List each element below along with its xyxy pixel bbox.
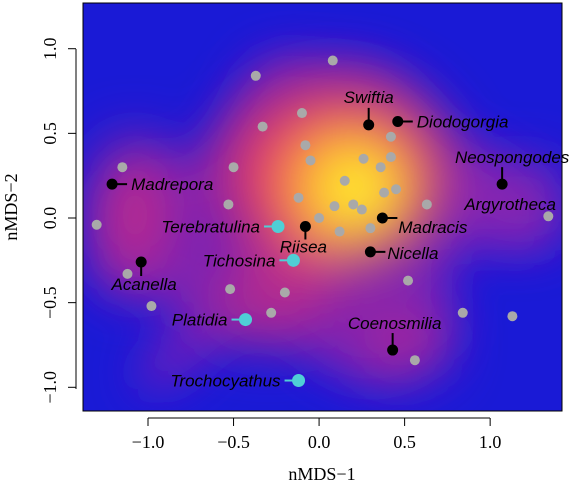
data-point [250, 70, 261, 81]
data-point [391, 184, 402, 195]
data-point [327, 55, 338, 66]
data-point [305, 155, 316, 166]
data-point [507, 311, 518, 322]
data-point-trochocyathus [292, 374, 306, 388]
data-point [314, 213, 325, 224]
label-acanella: Acanella [111, 275, 177, 294]
data-point-riisea [299, 220, 311, 232]
label-tichosina: Tichosina [203, 251, 276, 270]
density-blob-coenosmilia [358, 308, 442, 372]
data-point [293, 192, 304, 203]
x-axis-title: nMDS−1 [288, 464, 355, 484]
data-point [296, 108, 307, 119]
data-point [300, 140, 311, 151]
data-point [409, 355, 420, 366]
data-point [91, 219, 102, 230]
data-point [223, 199, 234, 210]
label-platidia: Platidia [172, 311, 228, 330]
data-point [348, 199, 359, 210]
x-tick-label: 0.5 [393, 432, 416, 452]
x-tick-label: −1.0 [132, 432, 165, 452]
y-axis: −1.0 −0.5 0.0 0.5 1.0 [40, 37, 77, 404]
data-point [146, 301, 157, 312]
data-point [379, 187, 390, 198]
data-point [266, 307, 277, 318]
label-nicella: Nicella [387, 244, 438, 263]
data-point [421, 199, 432, 210]
data-point-acanella [135, 256, 147, 268]
data-point [385, 152, 396, 163]
data-point-swiftia [363, 119, 375, 131]
points-layer [91, 55, 554, 388]
data-point-platidia [239, 313, 253, 327]
data-point [375, 162, 386, 173]
data-point [257, 121, 268, 132]
label-argyrotheca: Argyrotheca [463, 195, 556, 214]
label-madracis: Madracis [398, 218, 467, 237]
plot-frame [82, 2, 563, 412]
label-madrepora: Madrepora [131, 175, 213, 194]
y-tick-label: 0.5 [40, 122, 60, 145]
data-point-neospongodes [496, 178, 508, 190]
data-point-diodogorgia [392, 116, 404, 128]
x-axis: −1.0 −0.5 0.0 0.5 1.0 [132, 417, 502, 452]
data-point-nicella [364, 246, 376, 258]
data-point [403, 275, 414, 286]
label-neospongodes: Neospongodes [455, 148, 570, 167]
y-tick-label: 0.0 [40, 207, 60, 230]
data-point [385, 131, 396, 142]
x-tick-label: 0.0 [308, 432, 331, 452]
y-tick-label: −0.5 [40, 286, 60, 319]
label-diodogorgia: Diodogorgia [417, 113, 509, 132]
label-coenosmilia: Coenosmilia [348, 314, 442, 333]
data-point [365, 223, 376, 234]
data-point [329, 201, 340, 212]
data-point [334, 226, 345, 237]
y-tick-label: 1.0 [40, 37, 60, 60]
data-point-madrepora [106, 178, 118, 190]
data-point-madracis [376, 212, 388, 224]
y-tick-label: −1.0 [40, 371, 60, 404]
data-point-coenosmilia [387, 344, 399, 356]
label-trochocyathus: Trochocyathus [170, 372, 281, 391]
data-point [228, 162, 239, 173]
plot-area [83, 3, 562, 411]
y-axis-title: nMDS−2 [1, 173, 21, 240]
data-point [356, 204, 367, 215]
data-point [339, 175, 350, 186]
data-point [225, 284, 236, 295]
x-tick-label: −0.5 [217, 432, 250, 452]
x-tick-label: 1.0 [479, 432, 502, 452]
point-labels: Swiftia Diodogorgia Neospongodes Madrepora M… [111, 88, 570, 391]
label-terebratulina: Terebratulina [161, 217, 260, 236]
data-point-terebratulina [271, 219, 285, 233]
data-point [358, 153, 369, 164]
data-point [279, 287, 290, 298]
data-point [122, 268, 133, 279]
data-point [117, 162, 128, 173]
data-point [457, 307, 468, 318]
density-blob-left [97, 140, 173, 290]
data-point [543, 211, 554, 222]
label-riisea: Riisea [280, 237, 327, 256]
data-point-tichosina [286, 253, 300, 267]
label-swiftia: Swiftia [344, 88, 394, 107]
